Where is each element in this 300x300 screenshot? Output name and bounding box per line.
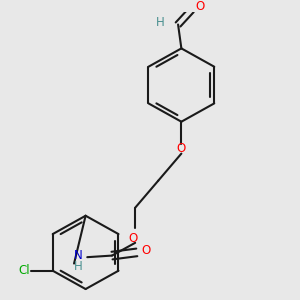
Text: Cl: Cl xyxy=(19,264,31,277)
Text: O: O xyxy=(177,142,186,155)
Text: H: H xyxy=(74,260,82,273)
Text: O: O xyxy=(141,244,151,257)
Text: N: N xyxy=(74,249,82,262)
Text: O: O xyxy=(129,232,138,244)
Text: H: H xyxy=(155,16,164,29)
Text: O: O xyxy=(195,1,204,13)
